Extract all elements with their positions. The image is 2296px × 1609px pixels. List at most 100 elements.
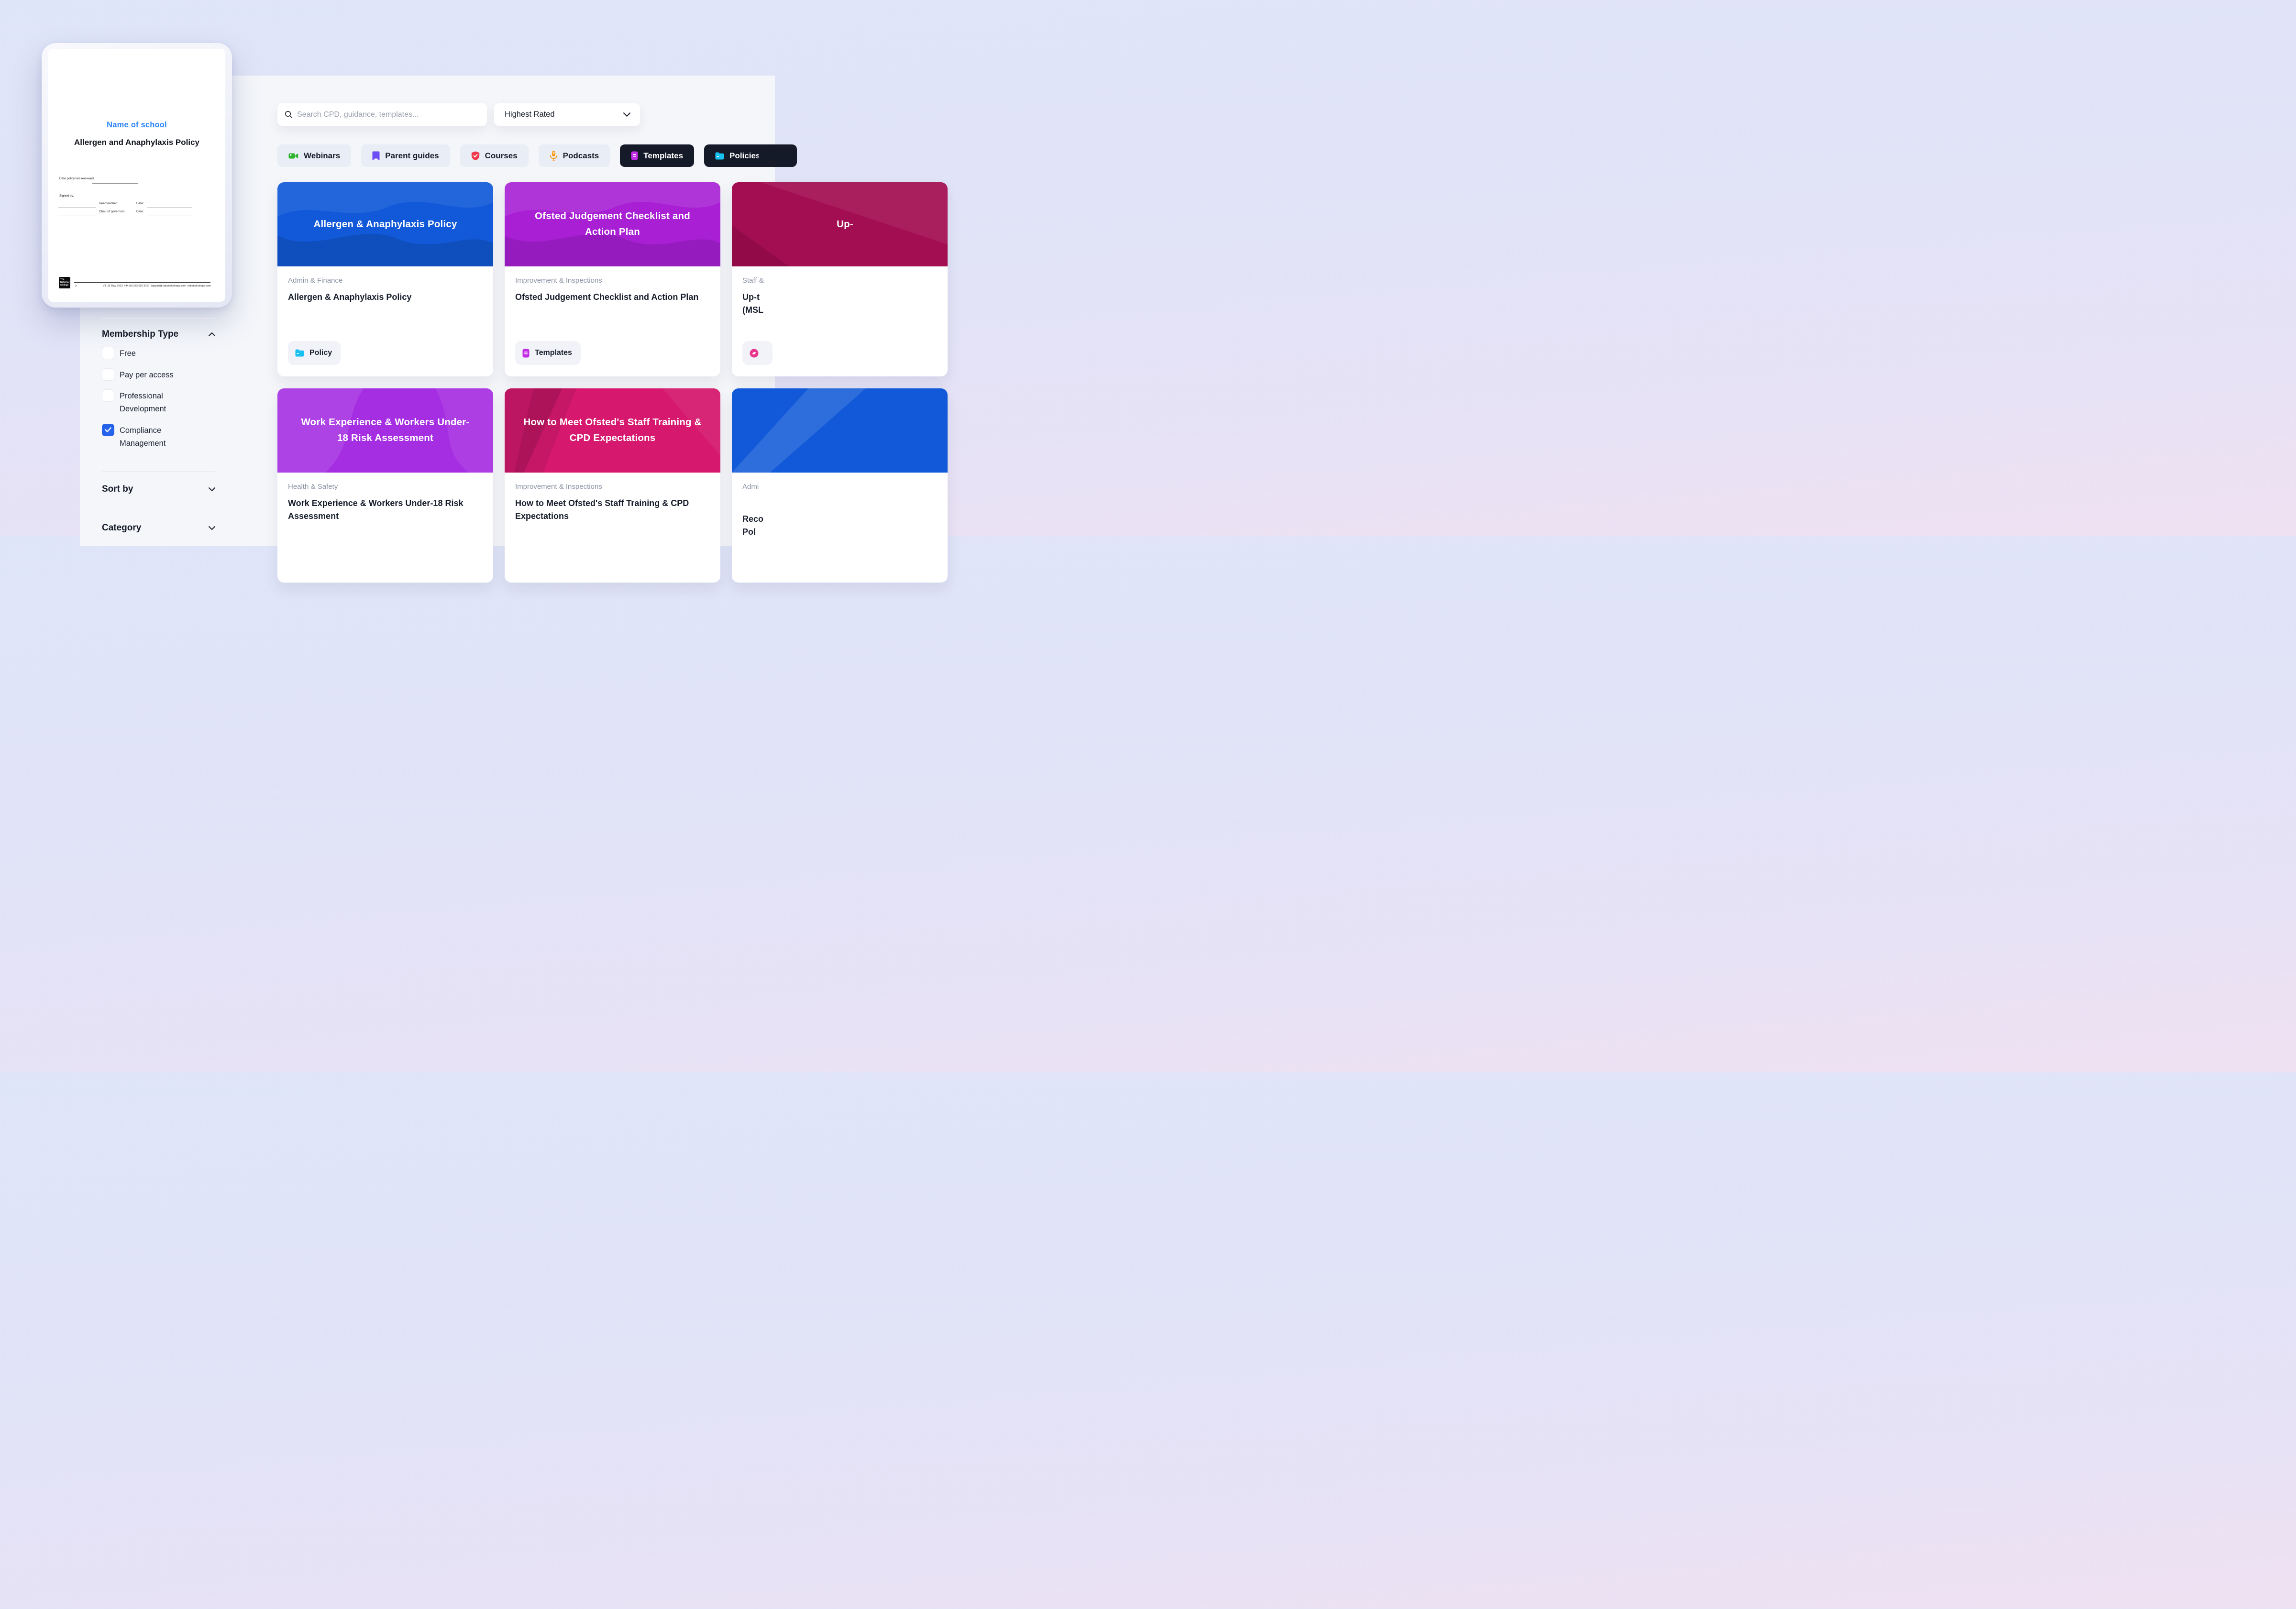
checkbox-free[interactable]	[102, 347, 114, 359]
card-title: Allergen & Anaphylaxis Policy	[288, 292, 412, 302]
shield-check-icon	[471, 151, 479, 160]
footer-divider	[74, 282, 210, 283]
footer-email: support@nationalcollege.com	[151, 285, 187, 287]
course-tag[interactable]	[742, 341, 773, 365]
sidebar-divider	[102, 318, 215, 319]
signed-by-label: Signed by:	[59, 194, 74, 198]
card-header: Up-	[732, 182, 948, 266]
filter-chip-label: Podcasts	[563, 151, 599, 160]
filter-chip-label: Parent guides	[385, 151, 439, 160]
folder-icon	[715, 152, 724, 159]
document-page: Name of school Allergen and Anaphylaxis …	[48, 49, 225, 302]
card-header-title: Up-	[837, 218, 853, 230]
card-body: Health & Safety Work Experience & Worker…	[277, 473, 493, 533]
card-header-title: Allergen & Anaphylaxis Policy	[313, 218, 457, 230]
filter-chip-label: Courses	[485, 151, 518, 160]
filter-chip-partial[interactable]	[759, 144, 797, 167]
date-label-2: Date:	[136, 210, 144, 213]
membership-type-title: Membership Type	[102, 329, 179, 339]
resource-card-allergen-policy[interactable]: Allergen & Anaphylaxis Policy Admin & Fi…	[277, 182, 493, 376]
card-header-title: Work Experience & Workers Under-18 Risk …	[301, 417, 470, 443]
footer-site: nationalcollege.com	[187, 285, 211, 287]
search-bar	[277, 103, 487, 126]
card-header: Ofsted Judgement Checklist and Action Pl…	[505, 182, 720, 266]
filter-sidebar: Membership Type Free Pay per access Prof…	[102, 313, 215, 533]
microphone-icon	[550, 151, 558, 161]
resource-card-up-to-date[interactable]: Up- Staff & Up-t (MSL	[732, 182, 948, 376]
card-header: Allergen & Anaphylaxis Policy	[277, 182, 493, 266]
templates-tag[interactable]: Templates	[515, 341, 581, 365]
category-title: Category	[102, 523, 142, 533]
template-icon	[522, 349, 530, 357]
checkbox-option-free[interactable]: Free	[102, 347, 215, 360]
membership-type-header[interactable]: Membership Type	[102, 329, 215, 340]
tag-label: Templates	[535, 349, 572, 357]
card-header: How to Meet Ofsted's Staff Training & CP…	[505, 388, 720, 473]
resource-card-work-experience[interactable]: Work Experience & Workers Under-18 Risk …	[277, 388, 493, 583]
checkbox-option-compliance-management[interactable]: Compliance Management	[102, 423, 215, 450]
wave-decoration	[277, 388, 493, 473]
card-header-title: How to Meet Ofsted's Staff Training & CP…	[523, 417, 702, 443]
filter-chip-courses[interactable]: Courses	[460, 144, 529, 167]
headteacher-label: Headteacher	[99, 202, 117, 205]
date-label-1: Date:	[136, 202, 144, 205]
resource-card-ofsted-cpd[interactable]: How to Meet Ofsted's Staff Training & CP…	[505, 388, 720, 583]
angle-decoration	[505, 388, 720, 473]
wave-decoration	[505, 182, 720, 266]
card-body: Improvement & Inspections How to Meet Of…	[505, 473, 720, 533]
card-header	[732, 388, 948, 473]
category-header[interactable]: Category	[102, 523, 215, 533]
chevron-up-icon	[209, 332, 215, 336]
document-preview-card[interactable]: Name of school Allergen and Anaphylaxis …	[42, 43, 232, 308]
template-icon	[631, 151, 638, 160]
document-title: Allergen and Anaphylaxis Policy	[74, 138, 199, 147]
donut-icon	[750, 349, 759, 357]
filter-chip-templates[interactable]: Templates	[620, 144, 695, 167]
membership-options: Free Pay per access Professional Develop…	[102, 347, 215, 450]
search-input[interactable]	[277, 103, 487, 126]
tag-label: Policy	[309, 349, 332, 357]
policy-tag[interactable]: Policy	[288, 341, 341, 365]
card-category: Health & Safety	[288, 483, 338, 491]
card-category: Admin & Finance	[288, 276, 343, 285]
video-icon	[288, 153, 298, 158]
checkbox-pay-per-access[interactable]	[102, 368, 114, 381]
sort-dropdown-value: Highest Rated	[505, 110, 555, 119]
card-header: Work Experience & Workers Under-18 Risk …	[277, 388, 493, 473]
page-number: 3	[75, 285, 77, 287]
card-title: Work Experience & Workers Under-18 Risk …	[288, 498, 464, 521]
option-label: Professional Development	[120, 392, 166, 414]
folder-icon	[295, 349, 304, 357]
filter-chip-podcasts[interactable]: Podcasts	[538, 144, 610, 167]
card-body: Admin & Finance Allergen & Anaphylaxis P…	[277, 266, 493, 314]
chevron-down-icon	[623, 112, 630, 117]
filter-chip-label: Webinars	[304, 151, 341, 160]
document-footer: V1 25 May 2023 +44 (0) 333 050 9167 supp…	[103, 285, 211, 287]
filter-chip-webinars[interactable]: Webinars	[277, 144, 352, 167]
option-label: Compliance Management	[120, 426, 166, 448]
filter-chip-parent-guides[interactable]: Parent guides	[361, 144, 450, 167]
card-body: Staff & Up-t (MSL	[732, 266, 948, 327]
option-label: Pay per access	[120, 370, 174, 379]
card-title: Ofsted Judgement Checklist and Action Pl…	[515, 292, 699, 302]
sort-by-header[interactable]: Sort by	[102, 484, 215, 495]
date-reviewed-line	[92, 183, 138, 184]
checkbox-compliance-management[interactable]	[102, 423, 114, 436]
card-header-title: Ofsted Judgement Checklist and Action Pl…	[535, 210, 690, 237]
card-category: Staff &	[742, 276, 764, 285]
card-category: Improvement & Inspections	[515, 483, 602, 491]
resource-card-ofsted-checklist[interactable]: Ofsted Judgement Checklist and Action Pl…	[505, 182, 720, 376]
sort-dropdown[interactable]: Highest Rated	[494, 103, 640, 126]
resource-card-partial[interactable]: Admi Reco Pol	[732, 388, 948, 583]
footer-version: V1	[103, 285, 106, 287]
checkbox-option-pay-per-access[interactable]: Pay per access	[102, 368, 215, 382]
governors-label: Chair of governors	[99, 210, 125, 213]
sidebar-divider	[102, 471, 215, 472]
check-icon	[105, 427, 111, 433]
checkbox-professional-development[interactable]	[102, 389, 114, 402]
card-category: Admi	[742, 483, 759, 491]
school-name-link[interactable]: Name of school	[107, 121, 167, 129]
checkbox-option-professional-development[interactable]: Professional Development	[102, 389, 215, 415]
option-label: Free	[120, 349, 136, 358]
national-college-logo: The National College	[59, 277, 70, 288]
